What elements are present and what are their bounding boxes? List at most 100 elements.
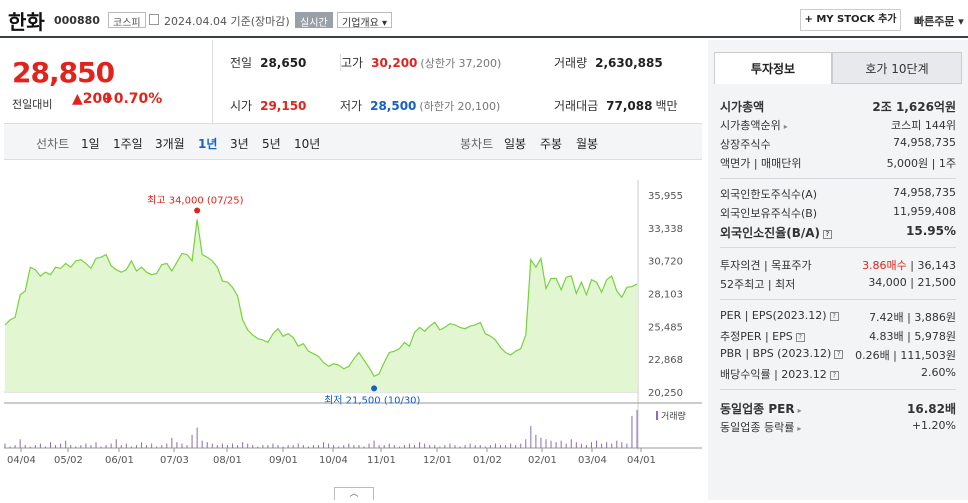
volume-bar [590, 442, 592, 448]
tab-investment-info[interactable]: 투자정보 [714, 52, 832, 84]
volume-bar [424, 443, 426, 448]
volume-bar [323, 442, 325, 448]
par-value-label: 액면가 | 매매단위 [720, 157, 802, 170]
help-icon[interactable]: ? [795, 333, 805, 342]
candle-weekly[interactable]: 주봉 [540, 137, 563, 151]
period-1y[interactable]: 1년 [198, 137, 218, 151]
volume-bar [363, 446, 365, 448]
help-icon[interactable]: ? [834, 350, 844, 359]
y-tick-label: 35,955 [648, 191, 683, 202]
help-icon[interactable]: ? [829, 312, 839, 321]
volume-bar [510, 443, 512, 448]
y-tick-label: 22,868 [648, 355, 683, 366]
volume-bar [9, 446, 11, 448]
volume-bar [156, 446, 158, 448]
company-overview-dropdown[interactable]: 기업개요 ▾ [337, 12, 392, 29]
volume-bar [60, 443, 62, 448]
candle-monthly[interactable]: 월봉 [576, 137, 599, 151]
volume-bar [545, 439, 547, 448]
current-price: 28,850 [12, 56, 115, 89]
x-tick-label: 05/02 [54, 455, 83, 466]
volume-legend-swatch [656, 411, 658, 420]
volume-bar [333, 445, 335, 448]
foreign-limit-value: 74,958,735 [893, 186, 956, 199]
volume-bar [277, 445, 279, 448]
amount-unit: 백만 [655, 99, 678, 113]
volume-bar [494, 443, 496, 448]
volume-bar [65, 440, 67, 448]
high-label: 고가 [341, 56, 364, 70]
volume-bar [398, 446, 400, 448]
volume-bar [368, 443, 370, 448]
change-percent: +0.70% [102, 91, 163, 107]
x-tick-label: 10/04 [319, 455, 348, 466]
y-tick-label: 20,250 [648, 388, 683, 399]
est-per-value: 4.83배 | 5,978원 [869, 330, 956, 343]
volume-label: 거래량 [554, 56, 588, 70]
volume-legend-label: 거래량 [661, 410, 686, 422]
volume-bar [39, 443, 41, 448]
sector-per-label: 동일업종 PER ▸ [720, 402, 802, 416]
volume-bar [575, 442, 577, 448]
volume-bar [297, 443, 299, 448]
y-tick-label: 25,485 [648, 322, 683, 333]
open-label: 시가 [230, 99, 253, 113]
market-cap-rank-value: 코스피 144위 [891, 119, 956, 132]
volume-bar [585, 445, 587, 448]
help-icon[interactable]: ? [829, 371, 839, 380]
volume-bar [262, 445, 264, 448]
volume-bar [596, 440, 598, 448]
price-chart[interactable]: 35,955 33,338 30,720 28,103 25,485 22,868 20,2… [4, 160, 702, 500]
volume-bar [429, 445, 431, 448]
x-tick-label: 09/01 [269, 455, 298, 466]
help-icon[interactable]: ? [823, 230, 833, 239]
week52-value: 34,000 | 21,500 [868, 276, 956, 289]
add-mystock-button[interactable]: + MY STOCK 추가 [800, 9, 901, 31]
volume-bar [125, 443, 127, 448]
x-tick-label: 04/01 [627, 455, 656, 466]
opinion-value: 3.86매수 | 36,143 [862, 259, 956, 272]
period-1w[interactable]: 1주일 [113, 137, 143, 151]
volume-bar [24, 445, 26, 448]
tab-orderbook[interactable]: 호가 10단계 [832, 52, 962, 84]
volume-bar [515, 445, 517, 448]
volume-bar [434, 445, 436, 448]
volume-bar [100, 446, 102, 448]
period-1d[interactable]: 1일 [81, 137, 100, 151]
collapse-chart-button[interactable]: ︿ [334, 487, 374, 500]
volume-bar [252, 445, 254, 448]
volume-bar [388, 443, 390, 448]
period-3m[interactable]: 3개월 [155, 137, 185, 151]
volume-bar [535, 434, 537, 448]
quick-order-button[interactable]: 빠른주문 ▾ [914, 15, 964, 28]
volume-bar [525, 439, 527, 448]
high-value: 30,200 [371, 56, 418, 70]
volume-bar [565, 443, 567, 448]
low: 저가 28,500 (하한가 20,100) [340, 97, 500, 114]
volume-bar [151, 443, 153, 448]
low-label: 저가 [340, 99, 363, 113]
x-tick-label: 08/01 [213, 455, 242, 466]
market-cap-value: 2조 1,626억원 [872, 100, 956, 114]
volume-bar [317, 445, 319, 448]
candle-daily[interactable]: 일봉 [504, 137, 527, 151]
volume-bar [44, 446, 46, 448]
volume-bar [550, 440, 552, 448]
volume-bar [343, 445, 345, 448]
period-10y[interactable]: 10년 [294, 137, 321, 151]
volume-bar [90, 445, 92, 448]
volume-bar [287, 445, 289, 448]
x-tick-label: 04/04 [7, 455, 36, 466]
period-3y[interactable]: 3년 [230, 137, 249, 151]
realtime-badge[interactable]: 실시간 [295, 12, 333, 29]
volume-bar [373, 440, 375, 448]
volume-bar [135, 445, 137, 448]
volume-bar [419, 442, 421, 448]
volume-bar [70, 445, 72, 448]
open: 시가 29,150 [230, 97, 306, 114]
volume-bar [211, 443, 213, 448]
volume-bar [171, 437, 173, 448]
volume-bar [570, 439, 572, 448]
period-5y[interactable]: 5년 [262, 137, 281, 151]
period-selector: 선차트 1일 1주일 3개월 1년 3년 5년 10년 봉차트 일봉 주봉 월봉 [4, 124, 702, 160]
